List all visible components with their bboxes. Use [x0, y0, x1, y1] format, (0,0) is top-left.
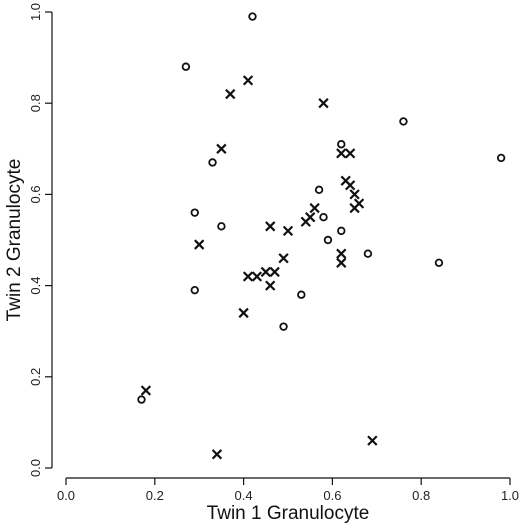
data-point-x: [242, 75, 254, 86]
axes: 0.0 0.2 0.4 0.6 0.8 1.0 0.0 0.2 0.4 0.6 0.8 1.0: [28, 3, 519, 503]
data-point-circle: [434, 258, 444, 267]
data-point-circle: [323, 235, 333, 245]
data-point-x: [345, 148, 356, 159]
data-point-x: [318, 98, 329, 109]
data-point-circle: [399, 117, 408, 126]
data-point-circle: [190, 285, 199, 295]
y-tick-label: 0.0: [28, 459, 43, 477]
data-point-x: [225, 88, 236, 100]
data-point-x: [140, 385, 152, 396]
data-point-x: [278, 253, 289, 264]
data-point-circle: [190, 208, 199, 217]
data-point-x: [251, 271, 263, 282]
data-points: [137, 12, 506, 460]
y-tick-label: 0.4: [28, 277, 43, 295]
x-axis-title: Twin 1 Granulocyte: [207, 503, 370, 524]
data-point-x: [216, 143, 227, 154]
x-tick-label: 0.8: [412, 488, 430, 503]
data-point-circle: [314, 185, 324, 195]
data-point-circle: [181, 62, 191, 71]
data-point-circle: [137, 395, 146, 404]
x-tick-label: 0.2: [146, 488, 164, 503]
data-point-circle: [279, 322, 288, 331]
data-point-circle: [208, 158, 217, 167]
data-point-circle: [297, 290, 306, 299]
data-point-x: [242, 271, 254, 282]
x-tick-label: 0.0: [57, 488, 75, 503]
data-point-x: [345, 180, 356, 191]
x-axis-ticks: 0.0 0.2 0.4 0.6 0.8 1.0: [57, 478, 519, 503]
y-axis-title: Twin 2 Granulocyte: [4, 159, 25, 322]
data-point-circle: [217, 222, 226, 231]
x-tick-label: 0.6: [323, 488, 341, 503]
data-point-x: [269, 266, 280, 278]
data-point-x: [353, 198, 365, 209]
data-point-x: [211, 449, 223, 460]
data-point-x: [265, 221, 276, 232]
data-point-circle: [248, 12, 257, 21]
x-tick-label: 0.4: [235, 488, 253, 503]
x-tick-label: 1.0: [501, 488, 519, 503]
y-tick-label: 0.8: [28, 94, 43, 112]
y-tick-label: 0.6: [28, 185, 43, 203]
y-tick-label: 0.2: [28, 368, 43, 386]
data-point-x: [336, 148, 347, 159]
data-point-x: [238, 307, 249, 319]
data-point-x: [265, 280, 276, 291]
data-point-x: [349, 189, 360, 200]
data-point-x: [260, 266, 271, 278]
data-point-x: [336, 257, 347, 268]
data-point-circle: [496, 153, 506, 163]
y-axis-ticks: 0.0 0.2 0.4 0.6 0.8 1.0: [28, 3, 52, 477]
data-point-circle: [319, 212, 328, 222]
data-point-x: [367, 435, 378, 446]
y-tick-label: 1.0: [28, 3, 43, 21]
data-point-x: [305, 212, 316, 223]
data-point-circle: [337, 226, 346, 236]
data-point-circle: [363, 249, 373, 258]
data-point-x: [336, 248, 347, 259]
data-point-x: [282, 225, 294, 237]
data-point-circle: [337, 140, 346, 149]
data-point-x: [309, 202, 320, 214]
data-point-x: [194, 239, 205, 250]
